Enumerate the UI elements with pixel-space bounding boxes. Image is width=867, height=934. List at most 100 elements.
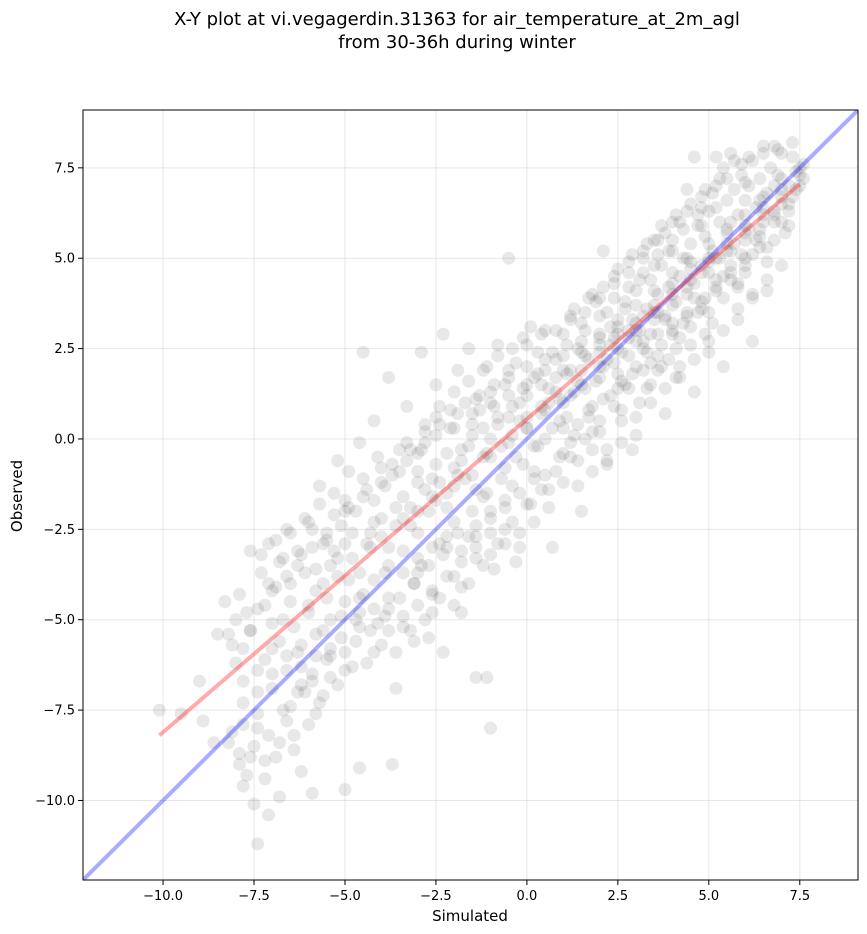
data-point bbox=[458, 472, 472, 486]
data-point bbox=[192, 674, 206, 688]
data-point bbox=[691, 208, 705, 222]
data-point bbox=[567, 428, 581, 442]
data-point bbox=[665, 277, 679, 291]
data-point bbox=[716, 269, 730, 283]
data-point bbox=[389, 645, 403, 659]
data-point bbox=[564, 363, 578, 377]
data-point bbox=[240, 768, 254, 782]
data-point bbox=[578, 381, 592, 395]
data-point bbox=[454, 454, 468, 468]
data-point bbox=[545, 540, 559, 554]
data-point bbox=[207, 736, 221, 750]
y-tick-label: −5.0 bbox=[43, 613, 75, 628]
data-point bbox=[302, 718, 316, 732]
data-point bbox=[403, 501, 417, 515]
data-point bbox=[611, 342, 625, 356]
data-point bbox=[582, 403, 596, 417]
data-point bbox=[425, 490, 439, 504]
data-point bbox=[767, 179, 781, 193]
data-point bbox=[647, 313, 661, 327]
data-point bbox=[796, 172, 810, 186]
data-point bbox=[691, 305, 705, 319]
data-point bbox=[313, 479, 327, 493]
data-point bbox=[527, 472, 541, 486]
data-point bbox=[720, 172, 734, 186]
data-point bbox=[291, 645, 305, 659]
data-point bbox=[305, 667, 319, 681]
data-point bbox=[243, 544, 257, 558]
data-point bbox=[513, 396, 527, 410]
data-point bbox=[309, 584, 323, 598]
data-point bbox=[280, 569, 294, 583]
data-point bbox=[534, 483, 548, 497]
data-point bbox=[232, 757, 246, 771]
data-point bbox=[796, 157, 810, 171]
data-point bbox=[607, 277, 621, 291]
data-point bbox=[393, 465, 407, 479]
data-point bbox=[767, 208, 781, 222]
data-point bbox=[771, 143, 785, 157]
data-point bbox=[262, 728, 276, 742]
data-point bbox=[473, 403, 487, 417]
data-point bbox=[600, 305, 614, 319]
data-point bbox=[356, 472, 370, 486]
data-point bbox=[272, 736, 286, 750]
data-point bbox=[738, 251, 752, 265]
data-point bbox=[283, 595, 297, 609]
data-point bbox=[502, 436, 516, 450]
data-point bbox=[760, 273, 774, 287]
data-point bbox=[356, 587, 370, 601]
data-point bbox=[611, 367, 625, 381]
data-point bbox=[724, 244, 738, 258]
data-point bbox=[403, 519, 417, 533]
data-point bbox=[709, 273, 723, 287]
y-tick-label: 0.0 bbox=[54, 432, 75, 447]
data-point bbox=[520, 389, 534, 403]
data-point bbox=[647, 298, 661, 312]
data-point bbox=[593, 331, 607, 345]
data-point bbox=[520, 410, 534, 424]
data-point bbox=[251, 663, 265, 677]
data-point bbox=[614, 345, 628, 359]
data-point bbox=[502, 371, 516, 385]
data-point bbox=[498, 522, 512, 536]
data-point bbox=[276, 551, 290, 565]
data-point bbox=[720, 244, 734, 258]
data-point bbox=[702, 305, 716, 319]
data-point bbox=[629, 324, 643, 338]
data-point bbox=[243, 750, 257, 764]
data-point bbox=[243, 624, 257, 638]
data-point bbox=[367, 414, 381, 428]
data-point bbox=[775, 258, 789, 272]
data-point bbox=[731, 208, 745, 222]
data-point bbox=[367, 515, 381, 529]
data-point bbox=[232, 587, 246, 601]
data-point bbox=[502, 389, 516, 403]
data-point bbox=[709, 201, 723, 215]
data-point bbox=[229, 613, 243, 627]
data-point bbox=[622, 280, 636, 294]
data-point bbox=[433, 418, 447, 432]
data-point bbox=[338, 645, 352, 659]
data-point bbox=[251, 602, 265, 616]
x-tick-label: −7.5 bbox=[238, 889, 270, 904]
data-point bbox=[531, 345, 545, 359]
data-point bbox=[633, 396, 647, 410]
data-point bbox=[272, 555, 286, 569]
data-point bbox=[578, 305, 592, 319]
data-point bbox=[698, 230, 712, 244]
data-point bbox=[232, 746, 246, 760]
data-point bbox=[331, 678, 345, 692]
data-point bbox=[622, 331, 636, 345]
data-point bbox=[760, 186, 774, 200]
data-point bbox=[753, 230, 767, 244]
data-point bbox=[775, 215, 789, 229]
data-point bbox=[480, 486, 494, 500]
data-point bbox=[418, 418, 432, 432]
data-point bbox=[731, 302, 745, 316]
data-point bbox=[396, 544, 410, 558]
data-point bbox=[767, 139, 781, 153]
data-point bbox=[724, 258, 738, 272]
data-point bbox=[775, 183, 789, 197]
data-point bbox=[636, 251, 650, 265]
